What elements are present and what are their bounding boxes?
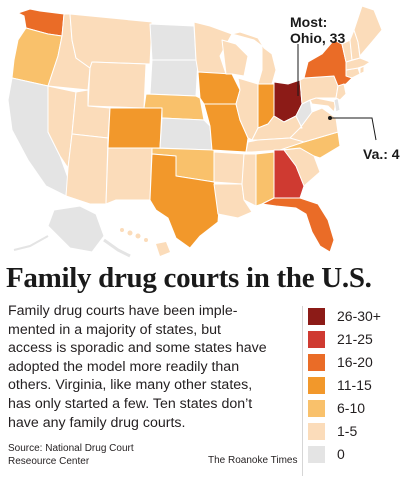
state-montana [69, 13, 153, 69]
state-north-dakota [149, 23, 197, 61]
legend-swatch [308, 445, 325, 463]
state-florida [261, 197, 335, 253]
state-alabama [255, 151, 275, 207]
state-maine [353, 5, 383, 57]
legend-item: 26-30+ [306, 305, 410, 327]
ohio-callout: Most: Ohio, 33 [290, 14, 345, 46]
legend-label: 0 [337, 446, 345, 462]
aleutian-islands [13, 235, 49, 251]
state-south-dakota [149, 59, 199, 97]
body-text: Family drug courts have been imple- ment… [8, 302, 298, 432]
legend-swatch [308, 422, 325, 440]
state-colorado [107, 107, 163, 149]
legend-item: 0 [306, 443, 410, 465]
us-map: Most: Ohio, 33 Va.: 4 [7, 5, 400, 258]
state-alaska [47, 205, 105, 253]
body-line: access is sporadic and some states have [8, 340, 267, 357]
state-kansas [159, 117, 213, 151]
body-line: others. Virginia, like many other states… [8, 377, 253, 394]
body-line: has only started a few. Ten states don’t [8, 395, 253, 412]
state-mississippi [241, 153, 257, 207]
publication-credit: The Roanoke Times [208, 455, 298, 466]
source-line1: Source: National Drug Court [8, 443, 134, 454]
ohio-callout-line1: Most: [290, 14, 328, 30]
state-wyoming [87, 61, 147, 109]
state-arizona [65, 133, 109, 205]
legend-item: 11-15 [306, 374, 410, 396]
state-michigan [231, 31, 277, 85]
state-hawaii [120, 228, 170, 256]
legend-label: 1-5 [337, 423, 358, 439]
legend-swatch [308, 353, 325, 371]
legend-swatch [308, 330, 325, 348]
legend-swatch [308, 399, 325, 417]
body-line: have any family drug courts. [8, 414, 186, 431]
body-line: mented in a majority of states, but [8, 321, 221, 338]
legend-swatch [308, 307, 325, 325]
legend-swatch [308, 376, 325, 394]
virginia-leader-dot [328, 116, 332, 120]
state-iowa [197, 71, 241, 105]
source-note: Source: National Drug Court Reseource Ce… [8, 442, 188, 468]
legend-item: 6-10 [306, 397, 410, 419]
legend-label: 16-20 [337, 354, 373, 370]
state-arkansas [213, 151, 247, 185]
ohio-callout-line2: Ohio, 33 [290, 30, 346, 46]
legend: 26-30+ 21-25 16-20 11-15 6-10 1-5 0 [306, 305, 410, 466]
legend-divider [302, 306, 303, 476]
state-wisconsin [221, 39, 249, 77]
legend-item: 1-5 [306, 420, 410, 442]
state-minnesota [193, 21, 233, 75]
source-line2: Reseource Center [8, 456, 90, 467]
headline: Family drug courts in the U.S. [6, 262, 372, 294]
state-connecticut [345, 67, 361, 79]
us-map-svg [7, 5, 383, 258]
legend-label: 6-10 [337, 400, 366, 416]
alaska-panhandle [103, 238, 131, 258]
virginia-leader-line [330, 117, 377, 141]
body-line: adopted the model more readily than [8, 358, 240, 375]
legend-item: 21-25 [306, 328, 410, 350]
state-new-jersey [335, 83, 347, 101]
state-new-mexico [105, 147, 153, 205]
virginia-callout: Va.: 4 [363, 146, 400, 162]
legend-label: 21-25 [337, 331, 373, 347]
legend-item: 16-20 [306, 351, 410, 373]
state-texas [149, 153, 221, 249]
legend-label: 26-30+ [337, 308, 381, 324]
body-line: Family drug courts have been imple- [8, 303, 238, 319]
legend-label: 11-15 [337, 377, 372, 393]
